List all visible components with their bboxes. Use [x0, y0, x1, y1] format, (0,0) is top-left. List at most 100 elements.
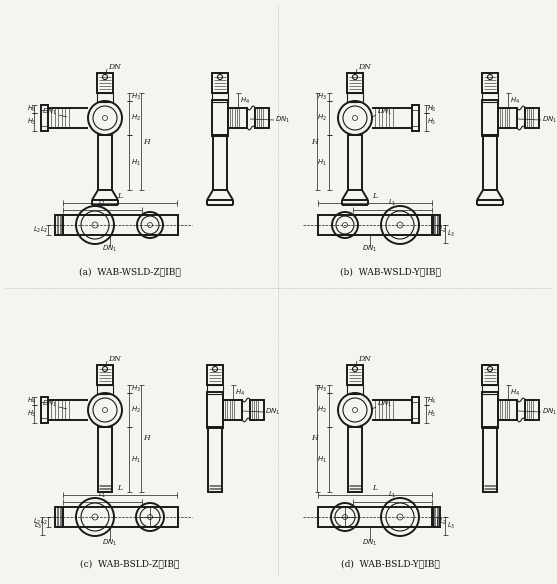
Text: $DN_1$: $DN_1$: [102, 244, 118, 254]
Bar: [525, 400, 539, 420]
Bar: [208, 427, 222, 492]
Text: H: H: [143, 434, 150, 443]
Text: $L_1$: $L_1$: [98, 490, 107, 500]
Text: $H_3$: $H_3$: [317, 384, 327, 394]
Text: $L_2$: $L_2$: [439, 517, 447, 527]
Bar: [255, 108, 269, 128]
Bar: [347, 385, 363, 394]
Text: $H_2$: $H_2$: [131, 405, 141, 415]
Text: $H_5$: $H_5$: [427, 409, 437, 419]
Text: DN: DN: [358, 63, 371, 71]
Bar: [212, 100, 228, 136]
Text: $H_1$: $H_1$: [317, 158, 327, 168]
Bar: [212, 73, 228, 93]
Text: L: L: [373, 484, 378, 492]
Text: H: H: [311, 137, 317, 145]
Text: $L_2$: $L_2$: [33, 517, 41, 527]
Bar: [63, 215, 178, 235]
Bar: [98, 427, 112, 492]
Text: (b)  WAB-WSLD-Y（IB）: (b) WAB-WSLD-Y（IB）: [340, 267, 441, 276]
Bar: [250, 400, 264, 420]
Text: DN: DN: [358, 355, 371, 363]
Bar: [98, 135, 112, 190]
Bar: [498, 108, 517, 128]
Bar: [212, 93, 228, 102]
Text: $H_4$: $H_4$: [510, 95, 520, 106]
Text: DN: DN: [108, 63, 121, 71]
Text: $H_6$: $H_6$: [27, 104, 37, 114]
Text: $H_1$: $H_1$: [131, 454, 141, 465]
Bar: [482, 385, 498, 394]
Text: $H_1$: $H_1$: [131, 158, 141, 168]
Text: $L_2$: $L_2$: [40, 225, 48, 235]
Bar: [482, 365, 498, 385]
Text: $DN_1$: $DN_1$: [363, 538, 378, 548]
Bar: [207, 392, 223, 428]
Bar: [348, 427, 362, 492]
Bar: [55, 215, 63, 235]
Text: (a)  WAB-WSLD-Z（IB）: (a) WAB-WSLD-Z（IB）: [79, 267, 181, 276]
Bar: [55, 507, 63, 527]
Bar: [482, 392, 498, 428]
Text: $H_4$: $H_4$: [240, 95, 250, 106]
Text: $H_3$: $H_3$: [317, 92, 327, 102]
Text: $L_3$: $L_3$: [447, 521, 455, 531]
Bar: [348, 135, 362, 190]
Bar: [223, 400, 242, 420]
Text: $L_1$: $L_1$: [98, 198, 107, 208]
Text: (d)  WAB-BSLD-Y（IB）: (d) WAB-BSLD-Y（IB）: [341, 559, 439, 568]
Text: L: L: [118, 192, 123, 200]
Text: $H_5$: $H_5$: [27, 117, 36, 127]
Text: $L_2$: $L_2$: [40, 517, 48, 527]
Text: $H_2$: $H_2$: [317, 405, 327, 415]
Bar: [347, 73, 363, 93]
Text: $H_5$: $H_5$: [427, 117, 437, 127]
Text: $DN_1$: $DN_1$: [363, 244, 378, 254]
Text: $H_6$: $H_6$: [427, 104, 437, 114]
Text: $H_1$: $H_1$: [317, 454, 327, 465]
Text: $DN_1$: $DN_1$: [542, 115, 557, 125]
Text: L: L: [118, 484, 123, 492]
Bar: [412, 397, 419, 423]
Text: $DN_1$: $DN_1$: [265, 407, 280, 417]
Text: $DN_1$: $DN_1$: [275, 115, 290, 125]
Text: $L_3$: $L_3$: [447, 229, 455, 239]
Text: H: H: [311, 434, 317, 443]
Bar: [97, 365, 113, 385]
Text: L: L: [373, 192, 378, 200]
Text: $H_4$: $H_4$: [510, 387, 520, 398]
Text: $H_4$: $H_4$: [27, 396, 37, 406]
Bar: [41, 397, 48, 423]
Text: $DN_1$: $DN_1$: [377, 399, 392, 409]
Bar: [432, 507, 440, 527]
Text: $H_4$: $H_4$: [427, 396, 437, 406]
Bar: [97, 385, 113, 394]
Text: $L_2$: $L_2$: [439, 225, 447, 235]
Bar: [228, 108, 247, 128]
Bar: [41, 105, 48, 131]
Bar: [347, 365, 363, 385]
Bar: [482, 73, 498, 93]
Text: $DN_1$: $DN_1$: [102, 538, 118, 548]
Bar: [432, 215, 440, 235]
Text: DN: DN: [108, 355, 121, 363]
Text: $L_1$: $L_1$: [388, 198, 397, 208]
Bar: [482, 93, 498, 102]
Text: (c)  WAB-BSLD-Z（IB）: (c) WAB-BSLD-Z（IB）: [80, 559, 180, 568]
Text: $DN_1$: $DN_1$: [42, 107, 57, 117]
Text: $L_3$: $L_3$: [34, 521, 42, 531]
Bar: [207, 385, 223, 394]
Text: $DN_1$: $DN_1$: [42, 399, 57, 409]
Bar: [525, 108, 539, 128]
Bar: [213, 135, 227, 190]
Text: $H_2$: $H_2$: [131, 113, 141, 123]
Bar: [97, 73, 113, 93]
Bar: [207, 365, 223, 385]
Text: H: H: [143, 137, 150, 145]
Bar: [498, 400, 517, 420]
Bar: [483, 427, 497, 492]
Bar: [318, 215, 433, 235]
Bar: [347, 93, 363, 102]
Text: $DN_1$: $DN_1$: [542, 407, 557, 417]
Text: $H_4$: $H_4$: [235, 387, 245, 398]
